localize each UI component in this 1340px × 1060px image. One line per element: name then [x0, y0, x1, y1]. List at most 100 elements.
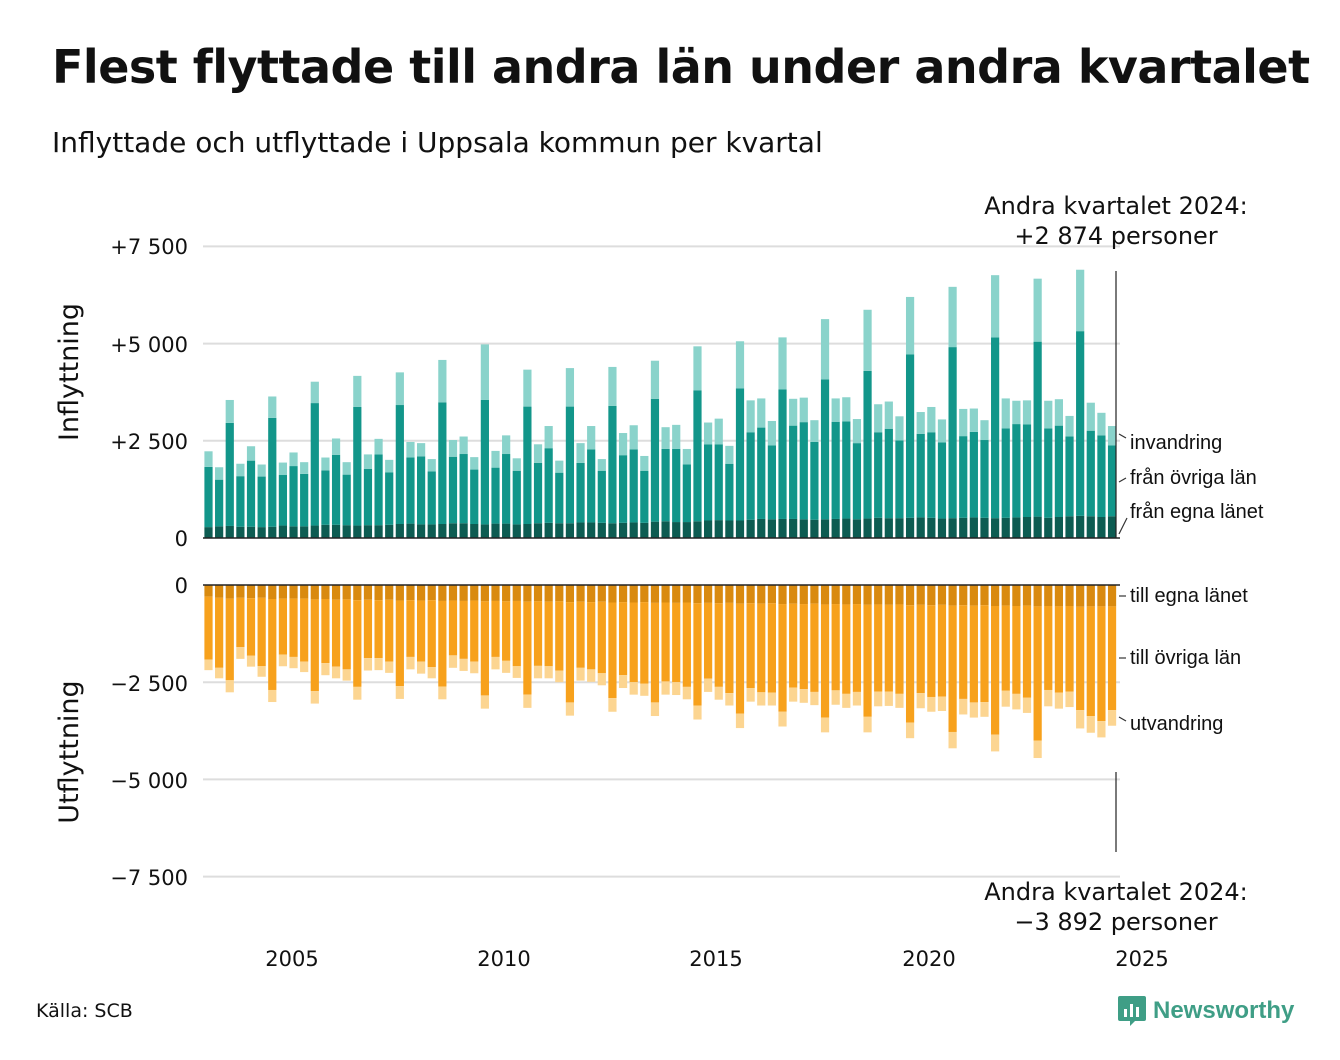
segment-labels: invandring från övriga län från egna län…	[1130, 432, 1264, 735]
bar-out-egna-lanet	[1001, 585, 1010, 606]
bar-out-ovriga-lan	[863, 604, 872, 717]
bar-out-ovriga-lan	[1012, 606, 1021, 694]
bar-out-ovriga-lan	[215, 597, 224, 668]
bar-out-utvandring	[417, 661, 426, 674]
y-tick-label: −7 500	[110, 866, 188, 890]
bar-in-ovriga-lan	[448, 456, 458, 524]
bar-in-invandring	[757, 398, 766, 428]
bar-out-utvandring	[874, 691, 883, 707]
bar-out-utvandring	[587, 669, 596, 682]
bar-in-egna-lanet	[342, 525, 351, 538]
bar-out-ovriga-lan	[417, 600, 426, 662]
bar-out-egna-lanet	[321, 585, 330, 599]
bar-in-invandring	[342, 462, 351, 475]
bar-out-egna-lanet	[555, 585, 564, 602]
bar-in-egna-lanet	[385, 524, 394, 538]
bar-out-egna-lanet	[895, 585, 904, 605]
bar-out-utvandring	[395, 686, 404, 699]
x-tick-label: 2005	[265, 947, 318, 971]
bar-out-egna-lanet	[789, 585, 798, 604]
bar-in-egna-lanet	[831, 518, 840, 538]
bar-out-ovriga-lan	[608, 602, 617, 699]
bar-in-ovriga-lan	[905, 354, 915, 518]
bar-in-ovriga-lan	[959, 436, 968, 518]
bar-in-ovriga-lan	[1065, 436, 1074, 517]
bar-in-ovriga-lan	[257, 476, 266, 528]
bar-out-ovriga-lan	[385, 599, 394, 662]
bar-out-egna-lanet	[225, 585, 234, 599]
bar-in-egna-lanet	[969, 517, 978, 538]
bar-in-egna-lanet	[863, 518, 872, 538]
bar-in-egna-lanet	[608, 523, 617, 538]
bar-out-egna-lanet	[820, 585, 830, 605]
bar-out-egna-lanet	[215, 585, 224, 598]
bar-in-ovriga-lan	[1001, 428, 1010, 518]
bar-out-utvandring	[810, 691, 819, 706]
bar-out-ovriga-lan	[331, 599, 341, 667]
bar-in-invandring	[427, 459, 436, 472]
bar-in-ovriga-lan	[1012, 424, 1021, 518]
bar-out-egna-lanet	[587, 585, 596, 603]
bar-in-egna-lanet	[523, 524, 532, 538]
bar-in-egna-lanet	[1107, 516, 1117, 538]
bar-in-invandring	[682, 448, 691, 465]
bar-out-egna-lanet	[257, 585, 266, 598]
y-tick-label: +7 500	[110, 235, 188, 259]
bar-out-ovriga-lan	[693, 603, 702, 706]
bar-in-egna-lanet	[555, 523, 564, 538]
bar-out-utvandring	[1097, 721, 1106, 738]
bar-in-egna-lanet	[884, 518, 893, 538]
bar-out-utvandring	[672, 682, 681, 696]
bar-in-egna-lanet	[502, 523, 511, 538]
bar-out-egna-lanet	[661, 585, 670, 603]
annotation-top-line2: +2 874 personer	[1014, 222, 1217, 250]
bar-out-ovriga-lan	[1076, 606, 1085, 711]
bar-out-egna-lanet	[512, 585, 521, 601]
bar-out-ovriga-lan	[1097, 606, 1106, 722]
bar-out-egna-lanet	[916, 585, 925, 605]
bar-in-invandring	[502, 435, 511, 455]
bar-out-ovriga-lan	[427, 600, 436, 668]
bar-out-utvandring	[565, 702, 575, 716]
bar-in-egna-lanet	[417, 524, 426, 538]
bar-out-ovriga-lan	[789, 603, 798, 688]
bar-out-utvandring	[959, 698, 968, 715]
bar-out-utvandring	[852, 691, 862, 706]
bar-out-utvandring	[438, 686, 447, 700]
bar-out-utvandring	[512, 666, 521, 678]
bar-out-utvandring	[650, 702, 660, 717]
bar-in-ovriga-lan	[789, 425, 798, 519]
bar-out-ovriga-lan	[778, 604, 787, 712]
bar-out-egna-lanet	[278, 585, 288, 599]
bar-out-utvandring	[1044, 689, 1053, 707]
bar-in-invandring	[1076, 269, 1085, 332]
bar-in-ovriga-lan	[1107, 445, 1117, 517]
bar-out-ovriga-lan	[576, 601, 585, 668]
bar-out-egna-lanet	[448, 585, 458, 601]
bar-out-egna-lanet	[704, 585, 713, 603]
bar-in-invandring	[385, 459, 394, 473]
outflow-bars	[204, 585, 1117, 759]
bar-in-invandring	[937, 419, 947, 443]
bar-out-ovriga-lan	[438, 600, 447, 687]
bar-in-ovriga-lan	[278, 475, 288, 526]
bar-out-utvandring	[225, 680, 234, 693]
bar-in-egna-lanet	[395, 524, 404, 538]
bar-out-ovriga-lan	[555, 601, 564, 671]
bar-out-utvandring	[374, 658, 383, 671]
chart-title: Flest flyttade till andra län under andr…	[52, 40, 1310, 94]
bar-out-egna-lanet	[884, 585, 893, 605]
bar-out-ovriga-lan	[629, 602, 638, 683]
bar-out-egna-lanet	[1054, 585, 1063, 607]
bar-out-ovriga-lan	[278, 598, 288, 655]
bar-out-utvandring	[1012, 693, 1021, 710]
bar-in-invandring	[533, 444, 543, 463]
bar-in-egna-lanet	[491, 523, 500, 538]
bar-in-egna-lanet	[1012, 517, 1021, 538]
bar-in-invandring	[438, 359, 447, 403]
bar-out-egna-lanet	[470, 585, 479, 601]
bar-out-ovriga-lan	[852, 604, 862, 692]
bar-in-egna-lanet	[374, 525, 383, 538]
bar-out-utvandring	[491, 656, 500, 670]
bar-out-ovriga-lan	[502, 601, 511, 661]
